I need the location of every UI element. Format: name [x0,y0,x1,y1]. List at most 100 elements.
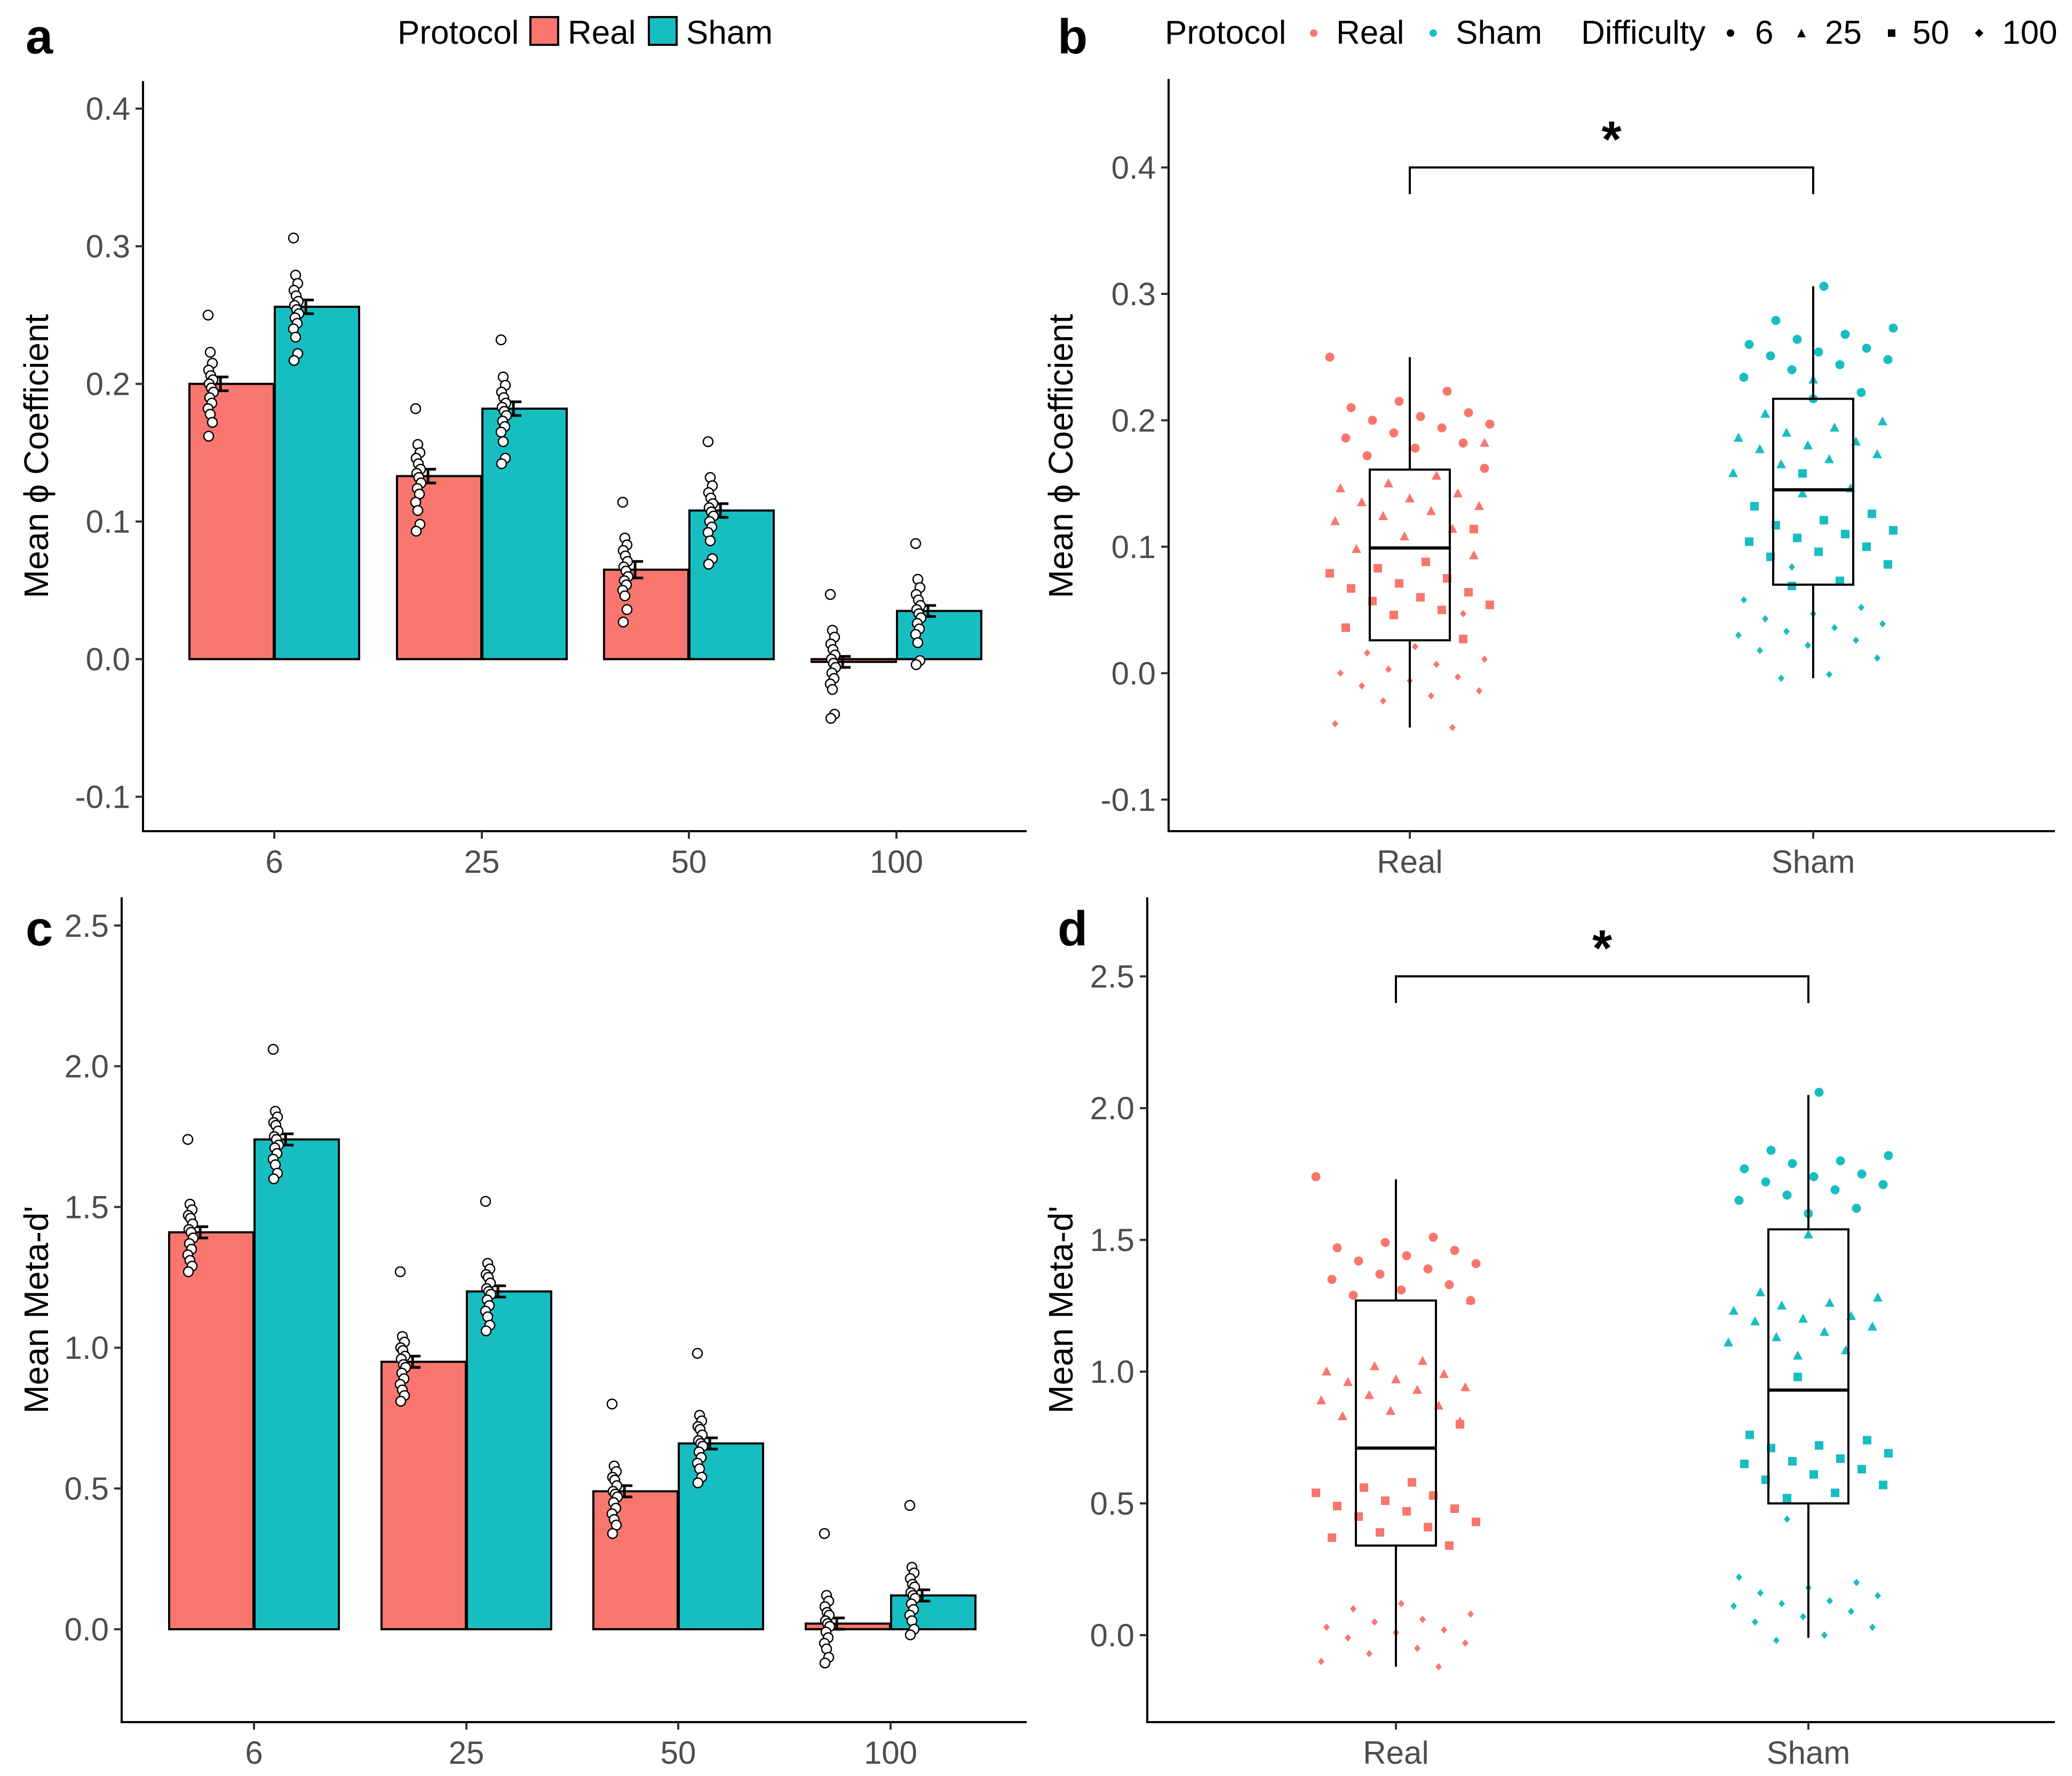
jitter-point-sham-difficulty-25 [1728,468,1738,477]
jitter-point-sham-difficulty-25 [1793,1350,1803,1360]
jitter-point-real-difficulty-50 [1390,610,1398,619]
jitter-point-real-difficulty-100 [1380,697,1386,705]
panel-b-legend-shape-title: Difficulty [1581,14,1705,51]
jitter-point-sham-difficulty-100 [1875,1591,1881,1599]
panel-d-ytick-label: 2.5 [1090,959,1134,994]
panel-c-xtick-label: 100 [864,1735,917,1771]
jitter-point-real-difficulty-100 [1364,649,1370,657]
panel-d-box-plot: d Mean Meta-d' * 0.0 0.5 1.0 1.5 2.0 2.5 Real S… [1042,897,2055,1771]
jitter-point-real-difficulty-25 [1426,506,1436,515]
panel-b-xtick-label: Real [1377,844,1442,880]
jitter-point-real-difficulty-6 [1458,438,1468,448]
participant-point [204,346,216,358]
panel-b-y-axis-title: Mean ϕ Coefficient [1042,314,1080,598]
participant-point [394,1266,406,1278]
jitter-point-real-difficulty-50 [1470,524,1478,533]
bar-real-25 [380,1360,467,1630]
jitter-point-real-difficulty-6 [1423,1264,1433,1273]
jitter-point-real-difficulty-6 [1402,1251,1411,1261]
jitter-point-sham-difficulty-50 [1793,1372,1802,1381]
participant-point [412,505,424,516]
participant-point [497,436,509,448]
jitter-point-real-difficulty-100 [1385,665,1392,673]
jitter-point-sham-difficulty-100 [1826,671,1832,679]
jitter-point-real-difficulty-100 [1350,1605,1356,1613]
panel-b-legend-label-sham: Sham [1456,14,1542,51]
jitter-point-sham-difficulty-25 [1782,427,1791,437]
panel-c-ytick-label: 1.5 [65,1189,109,1225]
jitter-point-real-difficulty-25 [1412,1384,1422,1394]
jitter-point-real-difficulty-50 [1459,634,1467,643]
jitter-point-sham-difficulty-50 [1862,542,1871,551]
jitter-point-real-difficulty-50 [1472,1517,1480,1526]
jitter-point-real-difficulty-100 [1449,723,1456,731]
panel-a-y-axis-title: Mean ϕ Coefficient [17,314,55,598]
jitter-point-real-difficulty-25 [1391,1374,1401,1383]
jitter-point-sham-difficulty-25 [1868,1321,1877,1331]
participant-point [495,426,507,438]
jitter-point-real-difficulty-25 [1352,544,1361,553]
participant-point [619,590,631,602]
jitter-point-sham-difficulty-100 [1879,620,1886,628]
jitter-point-sham-difficulty-6 [1819,282,1829,291]
participant-point [480,1325,492,1336]
panel-a-letter: a [26,10,53,64]
jitter-point-sham-difficulty-50 [1745,537,1753,546]
jitter-point-sham-difficulty-25 [1750,1316,1760,1326]
jitter-point-sham-difficulty-50 [1815,1441,1823,1450]
jitter-point-sham-difficulty-50 [1836,1454,1845,1463]
jitter-point-real-difficulty-50 [1416,593,1425,602]
panel-b-ytick-label: 0.0 [1112,656,1156,691]
panel-b-legend-shape-circle [1727,29,1734,37]
participant-point [910,659,922,671]
panel-d-plot-area: 0.0 0.5 1.0 1.5 2.0 2.5 Real Sham [1090,959,1893,1771]
jitter-point-real-difficulty-50 [1456,1420,1464,1429]
participant-point [825,713,837,724]
jitter-point-sham-difficulty-25 [1820,1326,1829,1336]
jitter-point-sham-difficulty-6 [1814,1088,1824,1097]
jitter-point-sham-difficulty-6 [1761,1177,1771,1186]
panel-d-y-axis-title: Mean Meta-d' [1042,1206,1080,1413]
panel-b-significance-bracket: * [1409,111,1814,194]
jitter-point-real-difficulty-6 [1428,1232,1438,1242]
jitter-point-sham-difficulty-50 [1884,1449,1893,1458]
participant-point [617,616,629,628]
jitter-point-sham-difficulty-100 [1789,563,1795,571]
panel-b-legend-shape-label-50: 50 [1912,14,1949,51]
participant-point [819,1528,830,1539]
jitter-point-sham-difficulty-100 [1762,615,1768,623]
jitter-point-sham-difficulty-25 [1756,1287,1765,1296]
jitter-point-sham-difficulty-6 [1734,1196,1744,1205]
panel-d-bracket-line [1395,975,1809,1004]
jitter-point-real-difficulty-25 [1474,500,1484,510]
jitter-point-sham-difficulty-25 [1772,1332,1781,1341]
jitter-point-sham-difficulty-50 [1783,1494,1791,1503]
jitter-point-real-difficulty-50 [1312,1488,1320,1498]
jitter-point-sham-difficulty-50 [1857,1464,1866,1474]
jitter-point-real-difficulty-25 [1384,478,1393,488]
jitter-point-real-difficulty-100 [1371,1618,1378,1626]
jitter-point-real-difficulty-100 [1419,1615,1426,1623]
jitter-point-sham-difficulty-6 [1744,340,1754,349]
jitter-point-real-difficulty-100 [1337,669,1344,677]
jitter-point-sham-difficulty-100 [1869,1623,1876,1631]
jitter-point-real-difficulty-25 [1378,511,1388,520]
jitter-point-sham-difficulty-25 [1760,408,1770,418]
panel-d-ytick-label: 0.5 [1090,1486,1134,1522]
jitter-point-real-difficulty-100 [1460,610,1466,618]
panel-b-ytick-label: 0.1 [1112,529,1156,565]
jitter-point-sham-difficulty-25 [1798,488,1807,498]
bar-sham-50 [678,1442,764,1630]
participant-point [410,525,422,537]
participant-point [480,1196,491,1207]
panel-d-ytick-label: 2.0 [1090,1090,1134,1126]
participant-point [288,355,300,366]
panel-b-letter: b [1058,10,1087,64]
jitter-point-real-difficulty-50 [1376,1528,1384,1537]
jitter-point-real-difficulty-6 [1396,1285,1406,1295]
panel-c-ytick-label: 2.5 [65,908,109,944]
jitter-point-real-difficulty-100 [1455,673,1461,681]
bar-real-6 [188,383,275,660]
panel-d-ytick-label: 1.0 [1090,1354,1134,1390]
